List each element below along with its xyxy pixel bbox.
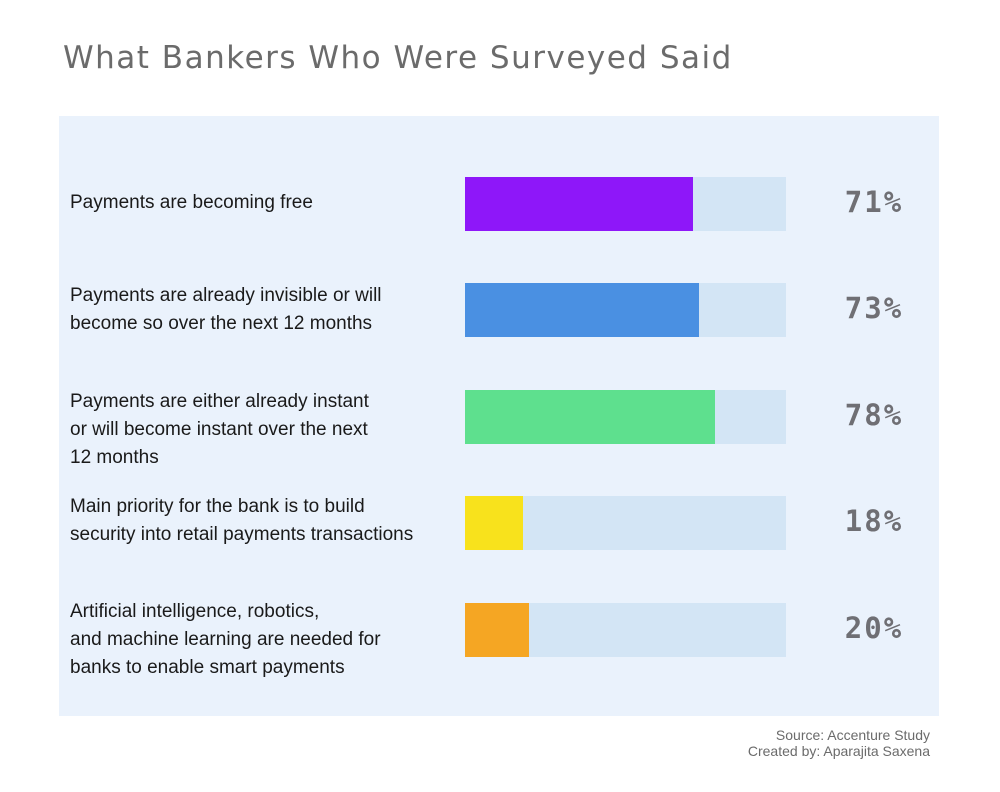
chart-title: What Bankers Who Were Surveyed Said (63, 40, 733, 76)
chart-panel: Payments are becoming free 71% Payments … (59, 116, 939, 716)
bar-row: Payments are becoming free 71% (59, 177, 939, 231)
source-text: Source: Accenture Study (775, 727, 930, 743)
bar-track (465, 283, 786, 337)
footer: Source: Accenture Study Created by: Apar… (748, 727, 930, 759)
credit-text: Created by: Aparajita Saxena (747, 743, 930, 759)
bar-track (465, 390, 786, 444)
bar (465, 603, 529, 657)
bar (465, 177, 693, 231)
bar-row: Payments are either already instant or w… (59, 390, 939, 468)
bar-row: Payments are already invisible or will b… (59, 283, 939, 337)
value-label: 78% (844, 398, 904, 432)
bar-track (465, 496, 786, 550)
category-label: Payments are either already instant or w… (70, 391, 369, 468)
value-label: 18% (844, 504, 904, 538)
category-label: Payments are becoming free (70, 192, 313, 213)
bar (465, 496, 523, 550)
category-label: Payments are already invisible or will b… (70, 285, 382, 334)
bar (465, 283, 699, 337)
category-label: Main priority for the bank is to build s… (70, 496, 414, 545)
bar-track (465, 177, 786, 231)
value-label: 73% (844, 291, 904, 325)
value-label: 20% (844, 611, 904, 645)
category-label: Artificial intelligence, robotics, and m… (70, 601, 381, 678)
bar-row: Main priority for the bank is to build s… (59, 496, 939, 550)
bar-row: Artificial intelligence, robotics, and m… (59, 601, 939, 678)
bar (465, 390, 715, 444)
value-label: 71% (844, 185, 904, 219)
bar-track (465, 603, 786, 657)
